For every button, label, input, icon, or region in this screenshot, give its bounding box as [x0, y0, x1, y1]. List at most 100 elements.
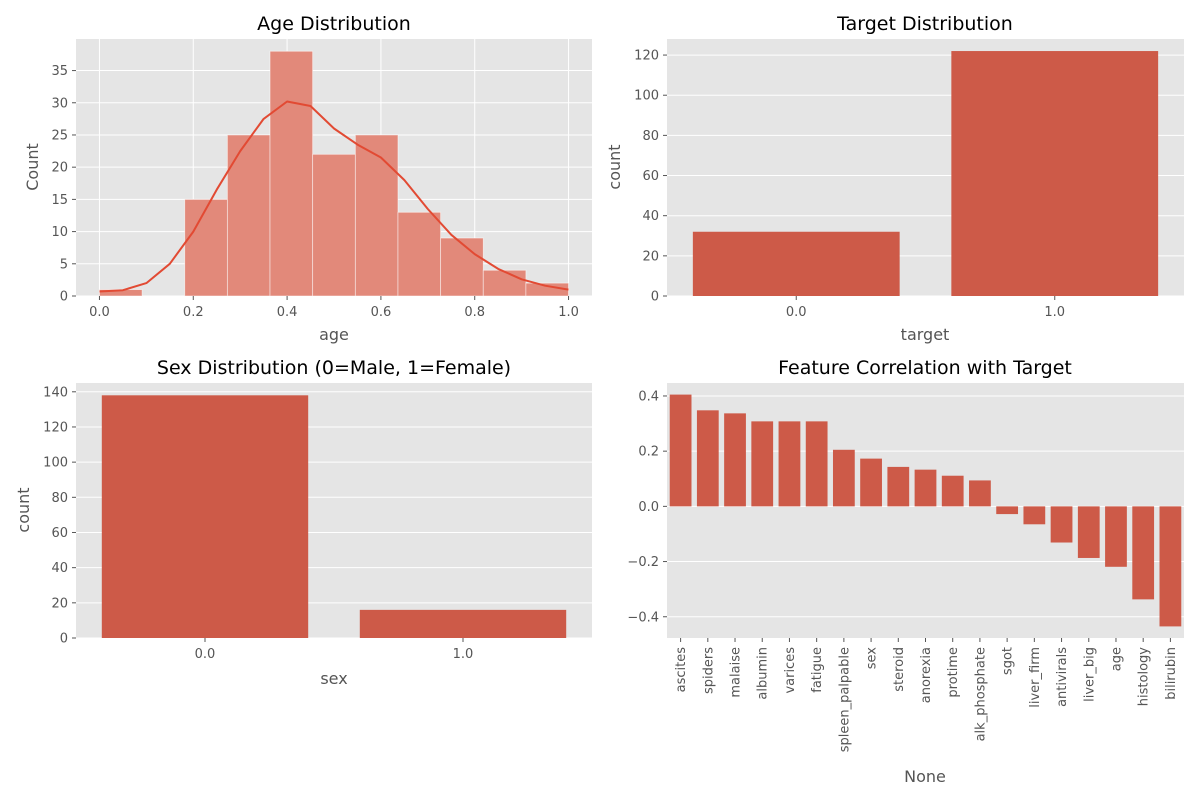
y-tick-label: 40: [51, 561, 68, 576]
bar-liver-big: [1077, 506, 1100, 558]
x-tick-label-antivirals: antivirals: [1055, 647, 1070, 707]
bar-0-0: [101, 395, 309, 638]
correlation-chart-title: Feature Correlation with Target: [778, 357, 1072, 379]
bar-antivirals: [1050, 506, 1073, 543]
age-y-axis-label: Count: [23, 143, 42, 191]
y-tick-label: −0.4: [627, 610, 659, 625]
x-tick-label: 1.0: [558, 305, 579, 320]
target-y-axis-label: count: [605, 144, 624, 189]
bar-albumin: [751, 421, 774, 507]
x-tick-label-ascites: ascites: [674, 647, 689, 693]
y-tick-label: 0.2: [638, 445, 659, 460]
x-tick-label-sex: sex: [865, 647, 880, 670]
y-tick-label: 100: [634, 89, 659, 104]
bar-bilirubin: [1159, 506, 1182, 627]
histogram-bar: [397, 211, 442, 297]
target-chart-title: Target Distribution: [836, 13, 1013, 35]
x-tick-label: 0.8: [464, 305, 485, 320]
y-tick-label: 60: [51, 526, 68, 541]
bar-sex: [860, 458, 882, 507]
bar-0-0: [692, 231, 900, 296]
y-tick-label: 0: [60, 632, 68, 647]
bar-malaise: [724, 413, 746, 507]
x-tick-label: 0.2: [183, 305, 204, 320]
bar-liver-firm: [1023, 506, 1046, 525]
x-tick-label-liver-big: liver_big: [1082, 647, 1097, 702]
bar-alk-phosphate: [969, 480, 991, 507]
x-tick-label: 0.0: [89, 305, 110, 320]
histogram-bar: [440, 237, 484, 297]
y-tick-label: 60: [642, 169, 659, 184]
correlation-x-axis-label: None: [904, 767, 946, 786]
x-tick-label: 1.0: [1044, 305, 1065, 320]
x-tick-label-spleen-palpable: spleen_palpable: [837, 647, 852, 752]
y-tick-label: 25: [51, 128, 68, 143]
y-tick-label: 80: [642, 129, 659, 144]
x-tick-label-protime: protime: [946, 647, 961, 698]
x-tick-label-spiders: spiders: [701, 647, 716, 694]
y-tick-label: 0: [651, 290, 659, 305]
histogram-bar: [312, 153, 356, 297]
target-x-axis-label: target: [901, 325, 950, 344]
y-tick-label: 35: [51, 64, 68, 79]
y-tick-label: 120: [43, 420, 68, 435]
bar-sgot: [996, 506, 1019, 515]
bar-1-0: [359, 609, 567, 638]
bar-fatigue: [805, 421, 828, 507]
bar-spleen-palpable: [832, 449, 855, 507]
x-tick-label-malaise: malaise: [729, 647, 744, 698]
y-tick-label: 100: [43, 456, 68, 471]
target-distribution-chart: 0.0 1.0 0 20 40 60 80 100 120 Target Distributi…: [605, 13, 1184, 344]
y-tick-label: 120: [634, 49, 659, 64]
y-tick-label: 0.4: [638, 389, 659, 404]
histogram-bar: [226, 134, 271, 297]
sex-x-axis-label: sex: [320, 669, 347, 688]
age-chart-title: Age Distribution: [257, 13, 411, 35]
y-tick-label: −0.2: [627, 555, 659, 570]
bar-histology: [1132, 506, 1155, 600]
bar-protime: [941, 475, 964, 507]
x-tick-label: 0.0: [786, 305, 807, 320]
y-tick-label: 20: [51, 161, 68, 176]
x-tick-label-fatigue: fatigue: [810, 647, 825, 693]
y-tick-label: 0.0: [638, 500, 659, 515]
kde-line: [99, 100, 569, 293]
x-tick-label-varices: varices: [783, 647, 798, 694]
bar-ascites: [669, 394, 692, 507]
y-tick-label: 30: [51, 96, 68, 111]
x-tick-label: 0.0: [195, 647, 216, 662]
sex-y-axis-label: count: [14, 487, 33, 532]
x-tick-label-histology: histology: [1137, 647, 1152, 706]
sex-chart-title: Sex Distribution (0=Male, 1=Female): [157, 357, 511, 379]
x-tick-label-sgot: sgot: [1001, 647, 1016, 675]
bar-steroid: [887, 466, 910, 507]
age-x-axis-label: age: [319, 325, 349, 344]
x-tick-label: 1.0: [453, 647, 474, 662]
age-distribution-chart: 0.0 0.2 0.4 0.6 0.8 1.0 0 5 10 15 20 25 30 35 Age Di…: [23, 13, 592, 344]
y-tick-label: 140: [43, 385, 68, 400]
y-tick-label: 20: [642, 249, 659, 264]
x-tick-label-anorexia: anorexia: [919, 647, 934, 703]
x-tick-label-albumin: albumin: [756, 647, 771, 700]
bar-1-0: [951, 51, 1159, 296]
histogram-bar: [354, 134, 399, 297]
x-tick-label-steroid: steroid: [892, 647, 907, 692]
y-tick-label: 20: [51, 596, 68, 611]
bar-spiders: [696, 410, 719, 507]
x-tick-label-age: age: [1109, 647, 1124, 671]
feature-correlation-chart: ascites spiders malaise albumin varices fatig…: [627, 357, 1184, 786]
y-tick-label: 10: [51, 225, 68, 240]
bar-varices: [778, 421, 801, 507]
histogram-bar: [525, 282, 569, 297]
y-tick-label: 15: [51, 193, 68, 208]
sex-distribution-chart: 0.0 1.0 0 20 40 60 80 100 120 140 Sex Distributi…: [14, 357, 592, 688]
y-tick-label: 0: [60, 290, 68, 305]
histogram-bar: [482, 269, 527, 297]
histogram-bar: [184, 198, 228, 297]
bar-age: [1105, 506, 1127, 567]
x-tick-label: 0.6: [371, 305, 392, 320]
x-tick-label-bilirubin: bilirubin: [1164, 647, 1179, 700]
y-tick-label: 40: [642, 209, 659, 224]
y-tick-label: 5: [60, 257, 68, 272]
